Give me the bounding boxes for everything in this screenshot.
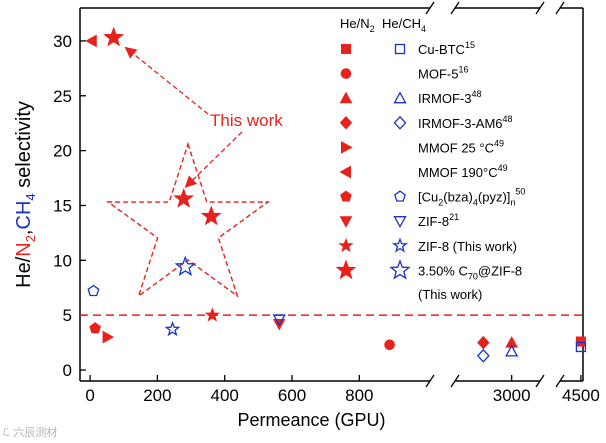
x-tick-label-3000: 3000 [493,386,531,405]
legend-marker-n2-cu-btc [341,44,351,54]
point-3-50-c70-zif-8-he-ch4-0 [174,255,197,277]
plot-area: 0 5 10 15 20 25 30 0 200 400 600 800 3000 4500 Permean… [13,1,600,430]
legend-label-zif-8: ZIF-821 [418,212,459,229]
watermark: ℒ 六辰测材 [2,426,58,439]
legend-marker-n2-mmof-190-c [339,165,351,179]
legend: He/N2 He/CH4 Cu-BTC15 MOF-516 IRMOF-348 IRMOF… [335,16,525,302]
point-mmof-190-c-he-n2-0 [85,34,97,48]
y-tick-label-0: 0 [63,361,72,380]
point-mmof-25-c-he-n2-0 [102,330,115,344]
point-3-50-c70-zif-8-he-n2-2 [200,205,222,226]
y-label-suffix: selectivity [13,101,35,193]
annotation-label: This work [210,111,283,130]
legend-marker-n2-3-50-c70-zif-8 [335,259,357,280]
legend-marker-ch4-zif-8 [393,216,407,229]
x-tick-label-4500: 4500 [562,386,600,405]
axis-break-mark-1-1-0 [535,1,545,15]
y-tick-label-15: 15 [53,196,72,215]
point-3-50-c70-zif-8-he-n2-1 [173,187,195,208]
legend-marker-n2-mof-5 [340,68,352,79]
y-tick-label-5: 5 [63,306,72,325]
legend-label-cu2-bza-4-pyz-n: [Cu2(bza)4(pyz)]n50 [418,187,525,208]
y-label-n2: N [13,242,35,256]
legend-marker-n2-cu2-bza-4-pyz-n [340,190,352,202]
legend-marker-n2-irmof-3 [339,91,353,104]
y-label-ch4: CH [13,201,35,230]
point-cu2-bza-4-pyz-n-he-n2-0 [89,322,101,334]
legend-header-ch4-base: He/CH [382,16,421,31]
point-cu2-bza-4-pyz-n-he-ch4-0 [87,284,100,297]
legend-label-line2-3-50-c70-zif-8: (This work) [418,287,482,302]
x-tick-label-800: 800 [345,386,373,405]
point-irmof-3-am6-he-n2-0 [477,335,490,350]
axis-break-mark-0-1-1 [450,1,460,15]
axis-break-mark-0-0-0 [425,374,435,388]
x-tick-label-200: 200 [143,386,171,405]
point-cu-btc-he-ch4-0 [575,341,587,353]
legend-label-irmof-3: IRMOF-348 [418,89,481,106]
point-3-50-c70-zif-8-he-n2-0 [103,26,125,47]
axis-break-mark-1-1-1 [555,1,565,15]
legend-header-n2-sub: 2 [370,24,375,34]
axis-break-mark-0-1-0 [425,1,435,15]
legend-label-mmof-190-c: MMOF 190°C49 [418,163,508,180]
x-tick-label-400: 400 [211,386,239,405]
point-zif-8-he-ch4-0 [272,314,286,327]
legend-header-he-n2: He/N2 [340,16,375,34]
legend-label-mof-5: MOF-516 [418,65,468,82]
y-label-ch4-sub: 4 [23,193,38,200]
y-tick-label-30: 30 [53,32,72,51]
legend-label-cu-btc: Cu-BTC15 [418,40,475,57]
x-axis-label: Permeance (GPU) [237,410,385,430]
legend-marker-n2-mmof-25-c [341,141,353,154]
y-tick-label-25: 25 [53,87,72,106]
legend-marker-ch4-3-50-c70-zif-8 [389,259,411,280]
axis-break-mark-1-0-0 [535,374,545,388]
point-zif-8-this-work-he-ch4-0 [164,321,181,337]
legend-label-irmof-3-am6: IRMOF-3-AM648 [418,114,513,131]
y-tick-label-10: 10 [53,251,72,270]
annotation-dashed-star [105,141,271,298]
legend-marker-ch4-cu2-bza-4-pyz-n [394,190,406,202]
y-axis-label: He/N2,CH4 selectivity [13,101,38,288]
legend-marker-ch4-irmof-3-am6 [393,115,407,130]
annotation-arrow-bottom [184,131,243,188]
legend-header-ch4-sub: 4 [421,24,426,34]
legend-label-3-50-c70-zif-8: 3.50% C70@ZIF-8 [418,263,522,281]
axis-break-mark-0-0-1 [450,374,460,388]
legend-marker-n2-zif-8-this-work [338,237,354,253]
point-mof-5-he-n2-0 [384,339,395,351]
annotation-arrow-top [124,46,209,115]
legend-header-n2-base: He/N [340,16,370,31]
x-tick-label-0: 0 [85,386,94,405]
legend-label-mmof-25-c: MMOF 25 °C49 [418,138,504,155]
legend-marker-n2-zif-8 [339,216,353,228]
legend-marker-ch4-zif-8-this-work [392,237,408,253]
axis-break-mark-1-0-1 [555,374,565,388]
legend-header-he-ch4: He/CH4 [382,16,426,34]
legend-marker-n2-irmof-3-am6 [339,116,353,130]
point-irmof-3-am6-he-ch4-0 [476,348,490,363]
y-label-n2-sub: 2 [23,235,38,242]
point-irmof-3-he-ch4-0 [505,344,519,357]
point-zif-8-this-work-he-n2-0 [204,307,220,322]
legend-label-zif-8-this-work: ZIF-8 (This work) [418,239,517,254]
point-cu-btc-he-n2-0 [575,336,586,347]
x-tick-label-600: 600 [278,386,306,405]
y-label-prefix: He/ [13,256,35,288]
legend-marker-ch4-irmof-3 [393,91,407,104]
legend-marker-ch4-cu-btc [394,43,406,55]
y-label-sep: , [13,230,35,236]
y-tick-label-20: 20 [53,142,72,161]
